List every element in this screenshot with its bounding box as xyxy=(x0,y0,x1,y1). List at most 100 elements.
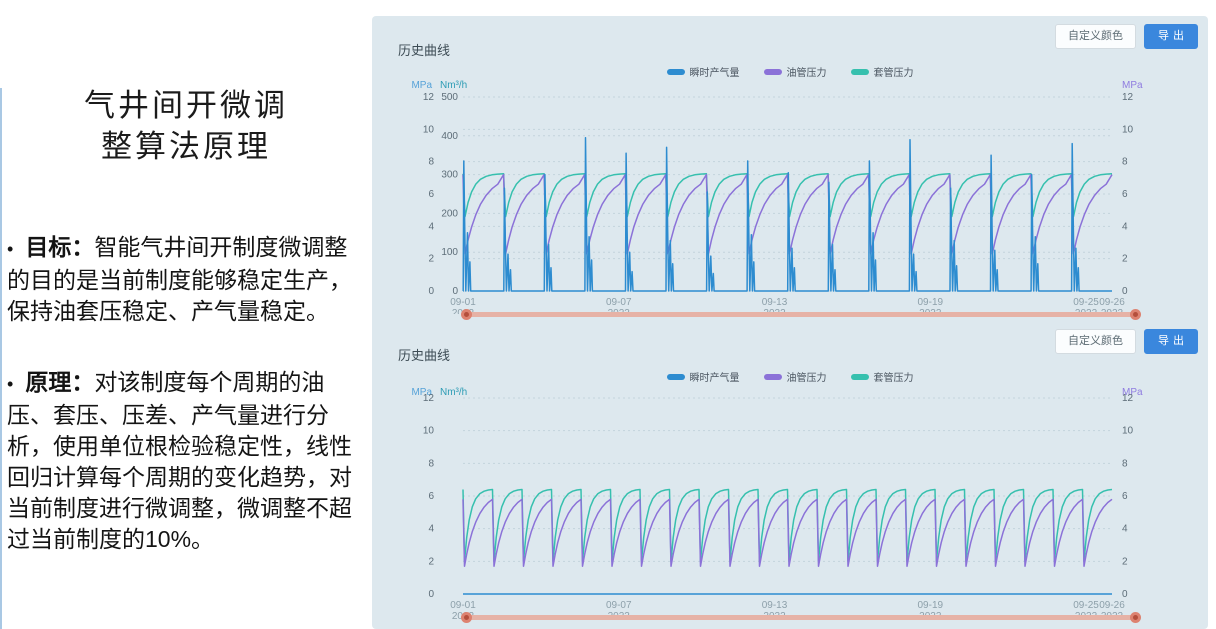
legend-label: 瞬时产气量 xyxy=(689,68,740,79)
export-button[interactable]: 导出 xyxy=(1144,24,1198,49)
bullet-goal-text: 智能气井间开制度微调整的目的是当前制度能够稳定生产，保持油套压稳定、产气量稳定。 xyxy=(7,234,352,324)
history-curve-chart-bottom[interactable]: MPaNm³/hMPa02468101202468101209-01202209… xyxy=(372,381,1208,621)
section-title: 历史曲线 xyxy=(398,348,451,363)
svg-text:4: 4 xyxy=(1122,221,1128,232)
svg-text:12: 12 xyxy=(423,92,435,103)
svg-text:10: 10 xyxy=(1122,124,1134,135)
svg-text:4: 4 xyxy=(428,221,434,232)
svg-text:300: 300 xyxy=(441,170,458,181)
bullet-principle: • 原理：对该制度每个周期的油压、套压、压差、产气量进行分析，使用单位根检验稳定性… xyxy=(7,367,365,555)
svg-text:Nm³/h: Nm³/h xyxy=(440,80,467,91)
svg-text:09-07: 09-07 xyxy=(606,600,632,611)
svg-text:4: 4 xyxy=(428,524,434,535)
legend-item[interactable]: 瞬时产气量 xyxy=(666,369,740,384)
svg-text:100: 100 xyxy=(441,247,458,258)
slider-handle-right[interactable] xyxy=(1130,309,1141,320)
legend-label: 油管压力 xyxy=(786,68,827,79)
slider-track[interactable] xyxy=(466,615,1136,620)
history-curve-section-bottom: 历史曲线 自定义颜色 导出 瞬时产气量 油管压力 套管压力 MPa Nm³/h MPa 0… xyxy=(372,321,1208,629)
svg-text:2022: 2022 xyxy=(1075,308,1098,314)
svg-text:0: 0 xyxy=(1122,589,1128,600)
svg-text:MPa: MPa xyxy=(1122,387,1143,398)
legend-swatch xyxy=(666,68,685,75)
svg-text:09-26: 09-26 xyxy=(1099,297,1125,308)
svg-text:0: 0 xyxy=(428,589,434,600)
history-curves-panel: 历史曲线 自定义颜色 导出 瞬时产气量 油管压力 套管压力 MPa Nm³/h MPa 0… xyxy=(372,16,1208,629)
slider-handle-right[interactable] xyxy=(1130,612,1141,623)
chart-legend[interactable]: 瞬时产气量 油管压力 套管压力 xyxy=(372,64,1208,79)
svg-text:0: 0 xyxy=(1122,286,1128,297)
bullet-icon: • xyxy=(7,239,14,259)
legend-item[interactable]: 瞬时产气量 xyxy=(666,64,740,79)
svg-text:10: 10 xyxy=(423,426,435,437)
time-range-slider[interactable] xyxy=(461,612,1141,623)
history-curve-chart-top[interactable]: MPa Nm³/h MPa 0 2 4 6 8 10 12 0 100 200 300 400 500 0 2 4 6… xyxy=(372,74,1208,314)
section-toolbar: 自定义颜色 导出 xyxy=(1055,329,1198,354)
svg-text:09-25: 09-25 xyxy=(1073,297,1099,308)
slide-title-line2: 整算法原理 xyxy=(101,129,271,165)
bullet-goal-lead: 目标： xyxy=(25,234,95,260)
bullet-icon: • xyxy=(7,374,14,394)
bullet-goal: • 目标：智能气井间开制度微调整的目的是当前制度能够稳定生产，保持油套压稳定、产气… xyxy=(7,232,365,327)
legend-label: 瞬时产气量 xyxy=(689,373,740,384)
legend-swatch xyxy=(763,373,782,380)
svg-text:400: 400 xyxy=(441,131,458,142)
legend-label: 套管压力 xyxy=(873,68,914,79)
svg-text:09-13: 09-13 xyxy=(762,600,788,611)
svg-text:2022: 2022 xyxy=(1101,308,1124,314)
svg-text:10: 10 xyxy=(423,124,435,135)
legend-swatch xyxy=(850,373,869,380)
svg-text:2: 2 xyxy=(428,556,434,567)
export-button[interactable]: 导出 xyxy=(1144,329,1198,354)
legend-swatch xyxy=(666,373,685,380)
svg-text:09-25: 09-25 xyxy=(1073,600,1099,611)
svg-text:2022: 2022 xyxy=(608,308,631,314)
slider-track[interactable] xyxy=(466,312,1136,317)
section-toolbar: 自定义颜色 导出 xyxy=(1055,24,1198,49)
legend-item[interactable]: 套管压力 xyxy=(850,64,914,79)
svg-text:0: 0 xyxy=(452,286,458,297)
slide-bullets: • 目标：智能气井间开制度微调整的目的是当前制度能够稳定生产，保持油套压稳定、产气… xyxy=(7,232,365,555)
svg-text:4: 4 xyxy=(1122,524,1128,535)
custom-color-button[interactable]: 自定义颜色 xyxy=(1055,329,1136,354)
legend-item[interactable]: 套管压力 xyxy=(850,369,914,384)
svg-text:6: 6 xyxy=(1122,491,1128,502)
svg-text:2: 2 xyxy=(428,254,434,265)
legend-item[interactable]: 油管压力 xyxy=(763,64,827,79)
svg-text:12: 12 xyxy=(1122,393,1134,404)
svg-text:09-01: 09-01 xyxy=(450,600,476,611)
svg-text:12: 12 xyxy=(423,393,435,404)
history-curve-section-top: 历史曲线 自定义颜色 导出 瞬时产气量 油管压力 套管压力 MPa Nm³/h MPa 0… xyxy=(372,16,1208,321)
svg-text:200: 200 xyxy=(441,208,458,219)
svg-text:Nm³/h: Nm³/h xyxy=(440,387,467,398)
slider-handle-left[interactable] xyxy=(461,309,472,320)
legend-swatch xyxy=(850,68,869,75)
svg-text:500: 500 xyxy=(441,92,458,103)
svg-text:2022: 2022 xyxy=(919,308,942,314)
time-range-slider[interactable] xyxy=(461,309,1141,320)
svg-text:09-07: 09-07 xyxy=(606,297,632,308)
svg-text:MPa: MPa xyxy=(1122,80,1143,91)
svg-text:0: 0 xyxy=(428,286,434,297)
slider-handle-left[interactable] xyxy=(461,612,472,623)
legend-label: 油管压力 xyxy=(786,373,827,384)
svg-text:09-19: 09-19 xyxy=(917,297,943,308)
legend-item[interactable]: 油管压力 xyxy=(763,369,827,384)
svg-text:8: 8 xyxy=(1122,157,1128,168)
slide-left-border xyxy=(0,88,2,629)
bullet-principle-text: 对该制度每个周期的油压、套压、压差、产气量进行分析，使用单位根检验稳定性，线性回… xyxy=(7,369,352,552)
slide-title: 气井间开微调 整算法原理 xyxy=(8,86,364,168)
svg-text:MPa: MPa xyxy=(411,387,432,398)
custom-color-button[interactable]: 自定义颜色 xyxy=(1055,24,1136,49)
slide-title-line1: 气井间开微调 xyxy=(84,88,288,124)
svg-text:MPa: MPa xyxy=(411,80,432,91)
legend-swatch xyxy=(763,68,782,75)
svg-text:8: 8 xyxy=(428,458,434,469)
chart-legend[interactable]: 瞬时产气量 油管压力 套管压力 xyxy=(372,369,1208,384)
svg-text:09-01: 09-01 xyxy=(450,297,476,308)
svg-text:2022: 2022 xyxy=(763,308,786,314)
svg-text:12: 12 xyxy=(1122,92,1134,103)
svg-text:2: 2 xyxy=(1122,254,1128,265)
svg-text:8: 8 xyxy=(1122,458,1128,469)
svg-text:2: 2 xyxy=(1122,556,1128,567)
